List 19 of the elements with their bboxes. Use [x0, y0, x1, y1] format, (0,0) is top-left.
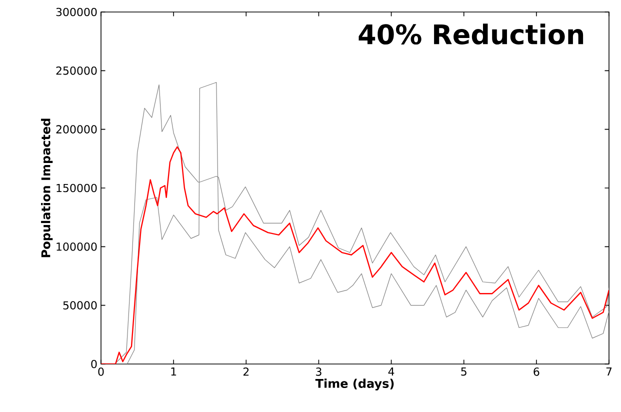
line-series — [101, 146, 609, 364]
x-tick-label: 5 — [461, 368, 466, 376]
x-tick-label: 4 — [388, 368, 394, 376]
x-axis-title: Time (days) — [315, 378, 394, 390]
x-tick-label: 0 — [98, 368, 104, 376]
x-tick-label: 1 — [171, 368, 176, 376]
y-tick-label: 150000 — [56, 184, 97, 192]
y-axis-title: Population Impacted — [41, 118, 53, 258]
y-tick-label: 250000 — [56, 66, 97, 75]
x-tick-label: 6 — [534, 368, 540, 376]
x-tick-label: 3 — [316, 368, 322, 376]
y-tick-label: 200000 — [56, 125, 97, 134]
y-tick-label: 50000 — [63, 301, 97, 310]
chart-title: 40% Reduction — [358, 24, 584, 45]
x-tick-label: 2 — [243, 368, 249, 376]
y-tick-label: 300000 — [56, 8, 97, 16]
y-tick-label: 100000 — [56, 242, 97, 251]
x-tick-label: 7 — [606, 368, 612, 376]
y-tick-label: 0 — [91, 360, 97, 368]
